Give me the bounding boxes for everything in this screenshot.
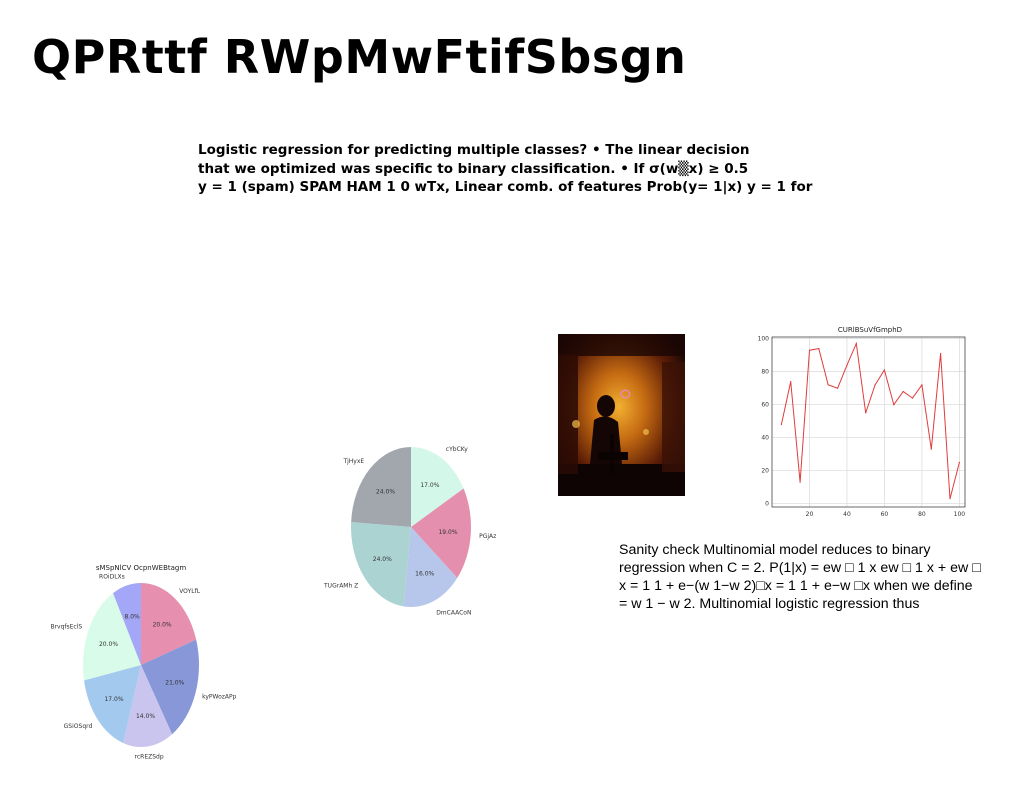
x-tick-label: 80: [918, 511, 926, 518]
y-tick-label: 100: [758, 336, 770, 343]
y-tick-label: 0: [765, 501, 769, 508]
data-point: [808, 349, 811, 351]
line-chart: CURlBSuVfGmphD 20 40 60 80 100 0 20 40 60 80 100: [758, 326, 966, 518]
series-line: [780, 341, 960, 499]
sanity-line: regression when C = 2. P(1|x) = ew □ 1 x…: [619, 560, 981, 576]
x-tick-label: 40: [843, 511, 851, 518]
slice-label: GSiOSqrd: [64, 723, 93, 730]
photo-image: [558, 334, 685, 496]
data-point: [921, 384, 923, 386]
data-point: [911, 397, 914, 399]
data-point: [837, 387, 839, 389]
data-point: [949, 498, 951, 500]
y-tick-label: 40: [761, 435, 769, 442]
pie-chart-2: cYbCKy 17.0% PGjAz 19.0% DmCAACoN 16.0% TUGrAM…: [323, 446, 496, 616]
data-point: [902, 390, 904, 393]
x-tick-label: 100: [954, 511, 966, 518]
pie-slice: [83, 593, 141, 681]
sanity-line: x = 1 1 + e−(w 1−w 2)□x = 1 1 + e−w □x w…: [619, 578, 973, 594]
x-tick-label: 60: [881, 511, 889, 518]
slice-percent: 16.0%: [415, 571, 434, 578]
slice-percent: 24.0%: [373, 556, 392, 563]
y-tick-label: 80: [761, 369, 769, 376]
y-tick-label: 20: [761, 468, 769, 475]
slice-percent: 8.0%: [124, 613, 140, 620]
slice-label: TUGrAMh Z: [323, 583, 358, 590]
slice-label: DmCAACoN: [436, 609, 471, 616]
slide-title: QPRttf RWpMwFtifSbsgn: [32, 30, 687, 84]
data-point: [940, 352, 942, 355]
pie-slice: [411, 447, 464, 527]
pie-chart-1: sMSpNlCV OcpnWEBtagm VOYLfL 20.0% kyPWozAP…: [50, 564, 237, 761]
data-point: [855, 343, 857, 345]
data-point: [790, 381, 792, 383]
data-point: [846, 364, 848, 366]
slice-label: PGjAz: [479, 533, 496, 540]
plot-frame: [771, 336, 966, 508]
chart-title: CURlBSuVfGmphD: [838, 326, 902, 334]
slice-percent: 17.0%: [104, 696, 123, 703]
x-tick-label: 20: [806, 511, 814, 518]
slice-label: TjHyxE: [342, 458, 364, 465]
slice-label: kyPWozAPp: [202, 694, 237, 701]
slice-percent: 21.0%: [165, 680, 184, 687]
data-point: [883, 369, 885, 371]
data-point: [799, 481, 801, 483]
pie-slice: [141, 583, 197, 665]
data-point: [865, 412, 867, 414]
data-point: [780, 423, 782, 426]
sanity-line: Sanity check Multinomial model reduces t…: [619, 542, 931, 558]
pie-slice: [403, 527, 458, 608]
data-point: [874, 384, 876, 386]
pie-slice: [123, 665, 173, 748]
data-point: [958, 461, 960, 463]
intro-line: Logistic regression for predicting multi…: [198, 142, 750, 158]
pie-slice: [351, 447, 411, 527]
data-point: [818, 348, 820, 350]
pie-slice: [113, 583, 141, 665]
slice-label: rcREZSdp: [135, 754, 164, 761]
data-point: [930, 448, 932, 450]
sanity-check-paragraph: Sanity check Multinomial model reduces t…: [619, 541, 1024, 613]
pie-slice: [411, 488, 471, 578]
intro-line: y = 1 (spam) SPAM HAM 1 0 wTx, Linear co…: [198, 179, 813, 195]
y-tick-label: 60: [761, 402, 769, 409]
slice-label: VOYLfL: [179, 588, 201, 595]
intro-paragraph: Logistic regression for predicting multi…: [198, 141, 838, 197]
slice-percent: 20.0%: [99, 641, 118, 648]
sanity-line: = w 1 − w 2. Multinomial logistic regres…: [619, 596, 920, 612]
intro-line: that we optimized was specific to binary…: [198, 160, 749, 177]
slice-label: cYbCKy: [446, 446, 468, 453]
chart-title: sMSpNlCV OcpnWEBtagm: [96, 564, 187, 572]
slice-label: BrvqfsEclS: [50, 623, 82, 630]
slice-percent: 14.0%: [136, 713, 155, 720]
pie-slice: [84, 665, 141, 743]
slice-percent: 19.0%: [438, 529, 457, 536]
slice-label: ROiDLXs: [99, 574, 125, 581]
slice-percent: 17.0%: [420, 482, 439, 489]
pie-slice: [141, 639, 199, 735]
data-point: [893, 404, 895, 406]
pie-slice: [351, 521, 411, 607]
slice-percent: 24.0%: [376, 488, 395, 495]
data-point: [827, 384, 829, 386]
slice-percent: 20.0%: [153, 621, 172, 628]
